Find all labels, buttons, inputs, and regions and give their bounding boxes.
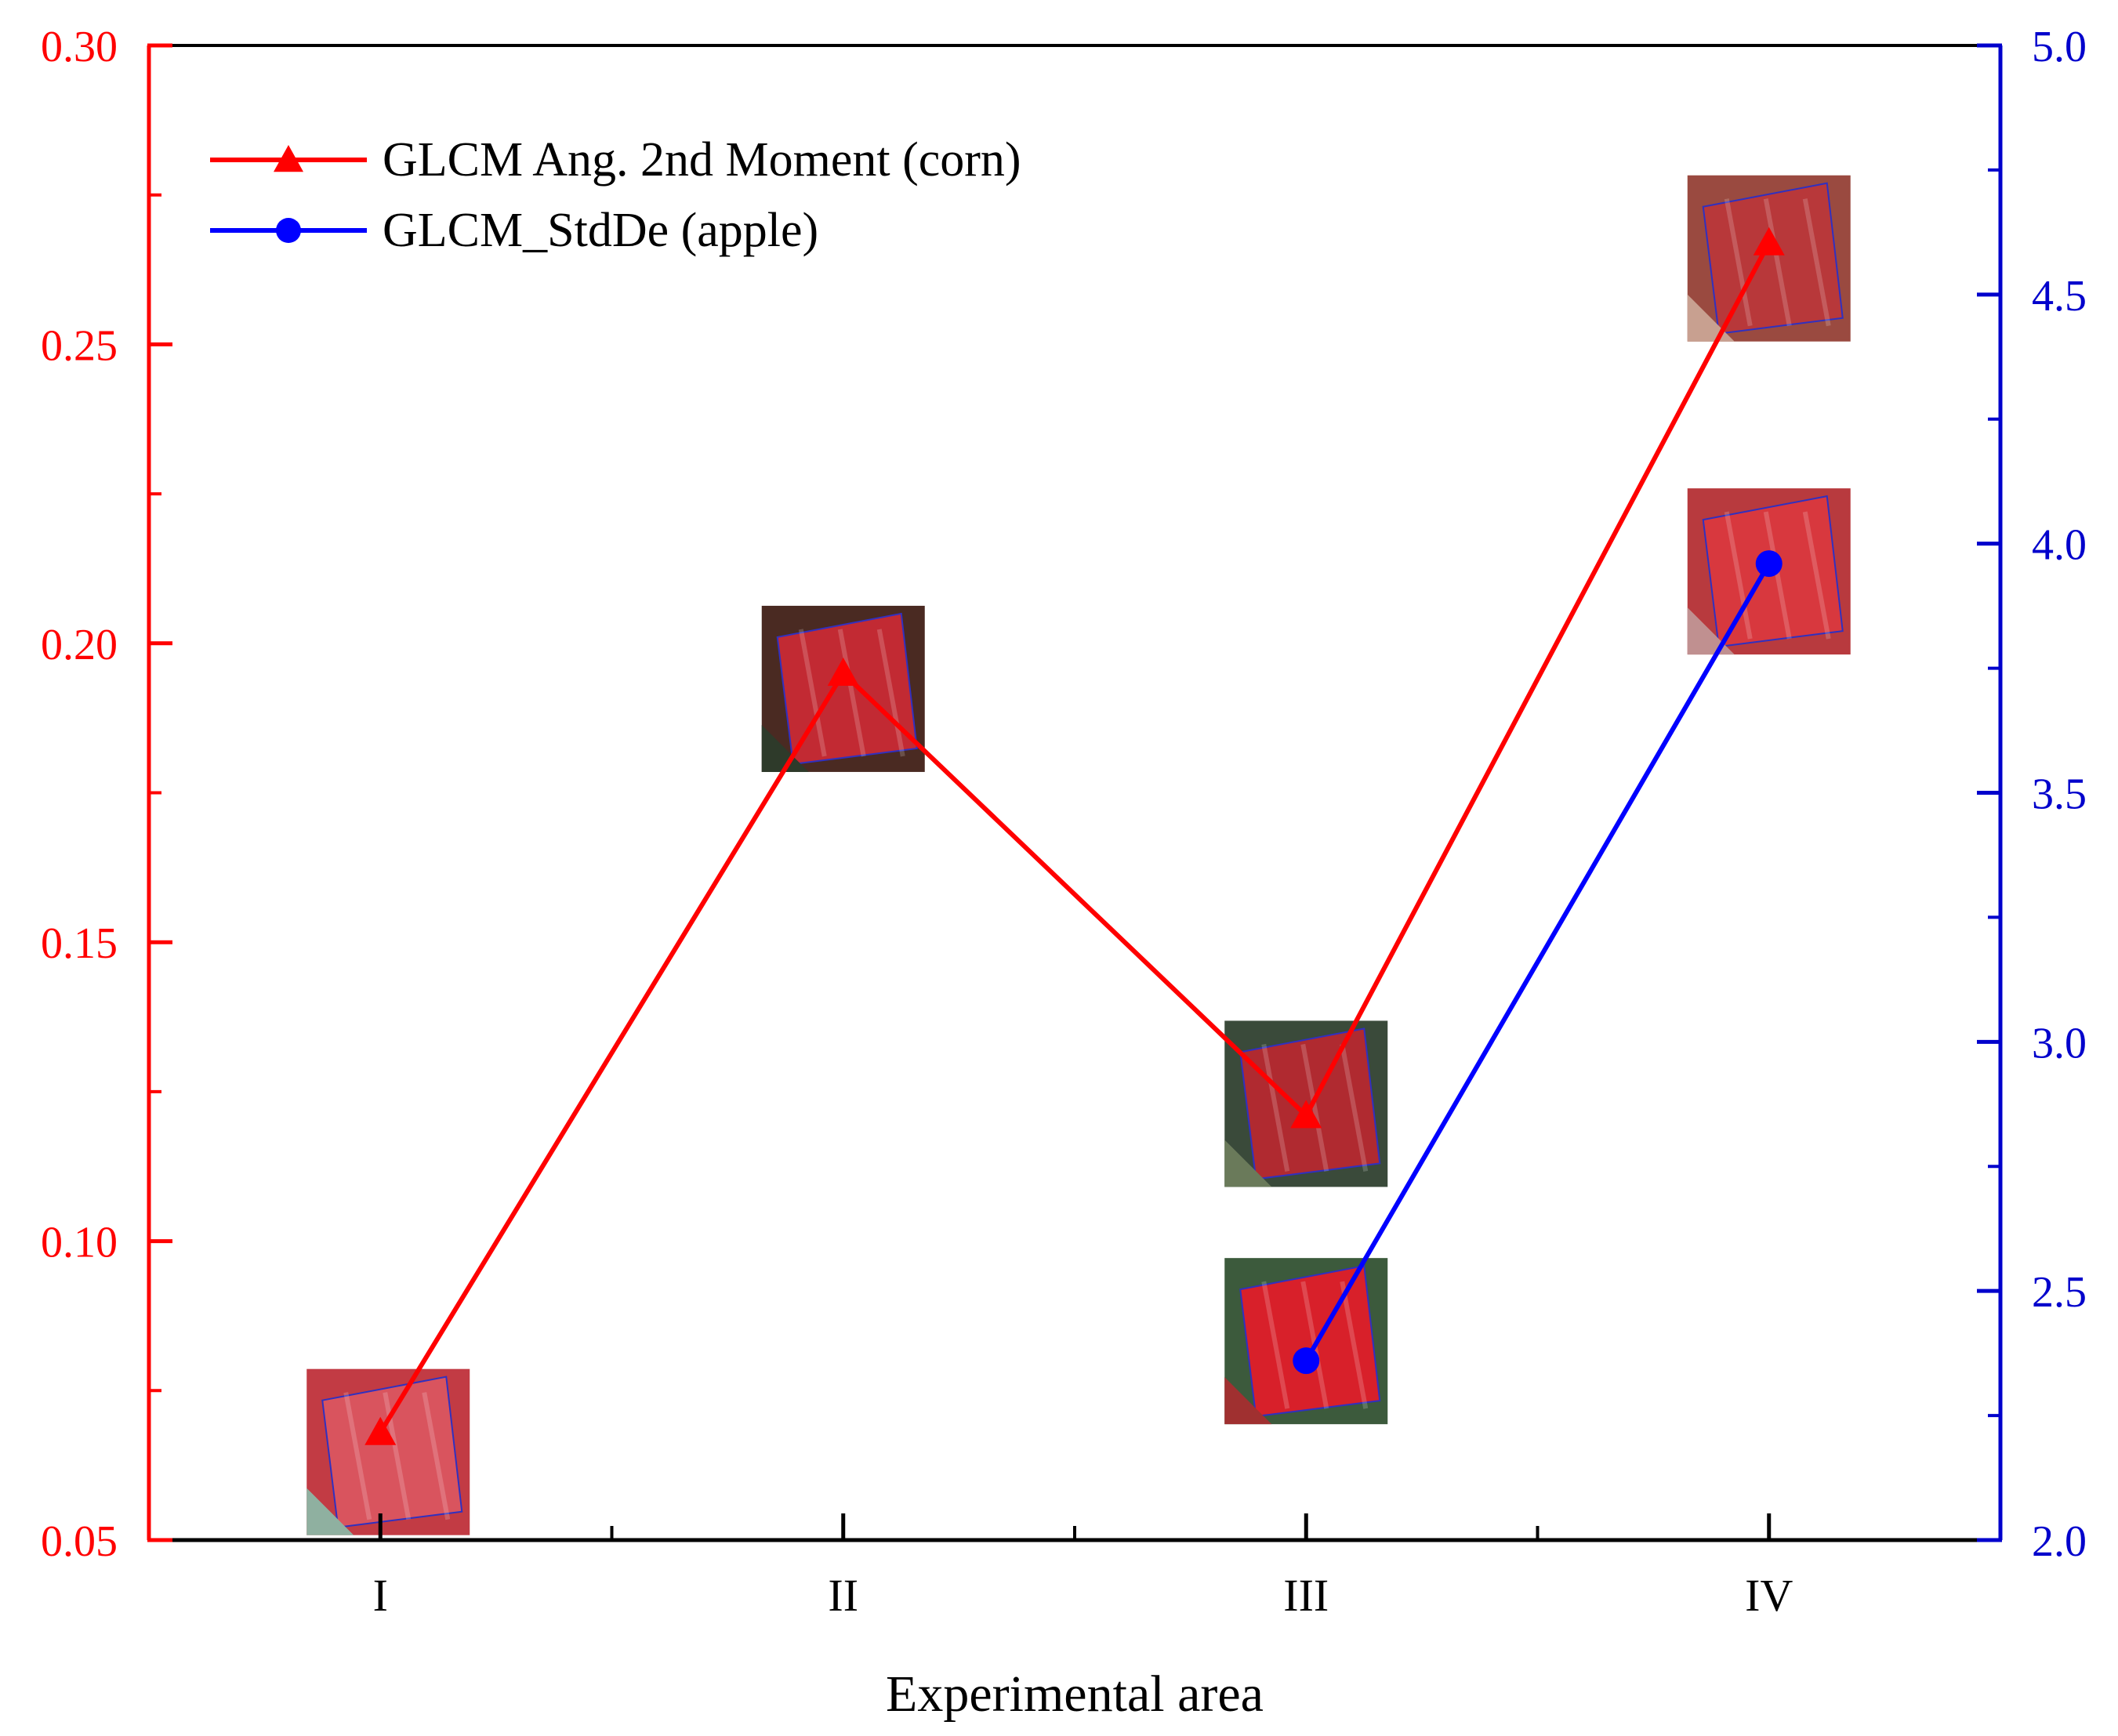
right-tick-label: 3.5 bbox=[2032, 770, 2087, 819]
thumbnail-row-line bbox=[383, 1392, 412, 1520]
right-tick-label: 5.0 bbox=[2032, 23, 2087, 71]
right-tick-label: 4.5 bbox=[2032, 272, 2087, 321]
legend-entry-1: GLCM_StdDe (apple) bbox=[210, 204, 818, 257]
left-tick-label: 0.20 bbox=[41, 621, 118, 669]
axes-layer: 0.05 0.10 0.15 0.20 0.25 0.30 2.0 2.5 3.0 3.5 4.0 4… bbox=[41, 23, 2087, 1621]
thumbnail-row-line bbox=[1763, 198, 1792, 327]
thumbnail-row-line bbox=[1340, 1281, 1369, 1409]
x-tick-label-II: II bbox=[828, 1570, 858, 1621]
x-tick-label-IV: IV bbox=[1745, 1570, 1793, 1621]
x-tick-label-III: III bbox=[1283, 1570, 1329, 1621]
legend-marker bbox=[274, 145, 303, 172]
point-0-III bbox=[1290, 1100, 1322, 1129]
right-tick-label: 2.5 bbox=[2032, 1268, 2087, 1317]
left-tick-label: 0.05 bbox=[41, 1517, 118, 1566]
point-1-IV bbox=[1755, 550, 1783, 578]
thumbnail-row-line bbox=[1802, 511, 1831, 640]
thumbnail-iii bbox=[1224, 1258, 1388, 1425]
thumbnail-row-line bbox=[1261, 1281, 1290, 1409]
thumbnail-field-patch bbox=[321, 1375, 463, 1528]
thumbnail-row-line bbox=[343, 1392, 372, 1520]
left-tick-label: 0.15 bbox=[41, 919, 118, 968]
right-tick-label: 2.0 bbox=[2032, 1517, 2087, 1566]
thumbnail-row-line bbox=[876, 629, 905, 757]
thumbnail-row-line bbox=[1724, 511, 1753, 640]
point-1-III bbox=[1293, 1347, 1320, 1375]
thumbnail-field-patch bbox=[1239, 1264, 1381, 1418]
thumbnail-ii bbox=[761, 605, 925, 772]
right-tick-label: 3.0 bbox=[2032, 1019, 2087, 1067]
left-tick-label: 0.25 bbox=[41, 321, 118, 370]
series-line-0 bbox=[378, 241, 1772, 1434]
legend-label: GLCM Ang. 2nd Moment (corn) bbox=[383, 133, 1021, 187]
thumbnail-row-line bbox=[837, 629, 866, 757]
x-tick-label-I: I bbox=[373, 1570, 388, 1621]
thumbnail-iv bbox=[1687, 175, 1851, 342]
point-0-IV bbox=[1753, 227, 1785, 256]
legend: GLCM Ang. 2nd Moment (corn) GLCM_StdDe (a… bbox=[210, 133, 1021, 257]
thumbnail-row-line bbox=[1802, 198, 1831, 327]
thumbnail-i bbox=[306, 1368, 470, 1535]
thumbnail-row-line bbox=[1261, 1043, 1290, 1172]
right-tick-label: 4.0 bbox=[2032, 521, 2087, 570]
thumbnail-row-line bbox=[1300, 1043, 1329, 1172]
thumbnails-layer bbox=[306, 175, 1851, 1535]
x-axis-title: Experimental area bbox=[886, 1665, 1264, 1723]
thumbnail-ground-patch bbox=[1224, 1140, 1272, 1187]
series-layer bbox=[364, 227, 1785, 1445]
thumbnail-row-line bbox=[1763, 511, 1792, 640]
left-tick-label: 0.10 bbox=[41, 1219, 118, 1267]
thumbnail-row-line bbox=[422, 1392, 451, 1520]
point-0-I bbox=[364, 1416, 397, 1445]
series-line-1 bbox=[1304, 562, 1772, 1362]
thumbnail-row-line bbox=[1724, 198, 1753, 327]
thumbnail-ground-patch bbox=[306, 1488, 354, 1535]
thumbnail-field-patch bbox=[776, 612, 918, 766]
thumbnail-row-line bbox=[798, 629, 827, 757]
legend-label: GLCM_StdDe (apple) bbox=[383, 204, 818, 257]
left-tick-label: 0.30 bbox=[41, 23, 118, 71]
thumbnail-ground-patch bbox=[1224, 1377, 1272, 1425]
legend-entry-0: GLCM Ang. 2nd Moment (corn) bbox=[210, 133, 1021, 187]
thumbnail-ground-patch bbox=[761, 724, 809, 772]
legend-marker bbox=[276, 218, 301, 243]
point-0-II bbox=[827, 657, 859, 686]
thumbnail-field-patch bbox=[1702, 182, 1844, 335]
thumbnail-row-line bbox=[1340, 1043, 1369, 1172]
